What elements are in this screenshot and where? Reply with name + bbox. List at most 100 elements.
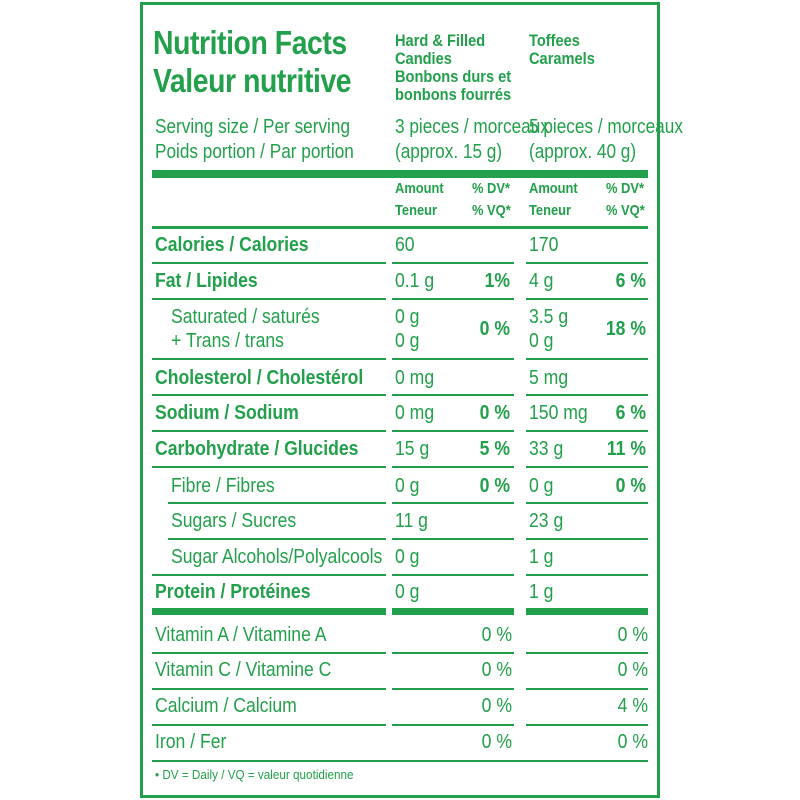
- row-divider: [392, 262, 514, 264]
- row-divider: [392, 574, 514, 576]
- vitamin-label: Vitamin C / Vitamine C: [155, 659, 332, 681]
- row-divider: [152, 574, 386, 576]
- row-divider: [152, 430, 386, 432]
- column-2-amount: 23 g: [529, 510, 564, 532]
- row-divider: [152, 760, 648, 762]
- column-1-amount: 0 g: [395, 546, 420, 568]
- row-divider: [526, 502, 648, 504]
- row-divider: [152, 466, 386, 468]
- row-divider: [526, 688, 648, 690]
- column-1-heading-line: Candies: [395, 49, 452, 68]
- column-2-amount: 0 g: [529, 475, 554, 497]
- column-2-serving-approx: (approx. 40 g): [529, 141, 637, 163]
- column-1-dv: 0 %: [481, 731, 512, 753]
- column-2-amount-secondary: 0 g: [529, 330, 554, 352]
- column-1-amount: 0 g: [395, 306, 420, 328]
- row-divider: [526, 652, 648, 654]
- row-divider: [526, 574, 648, 576]
- column-2-amount: 170: [529, 234, 559, 256]
- vitamin-label: Vitamin A / Vitamine A: [155, 624, 327, 646]
- column-1-amount: 11 g: [395, 510, 428, 532]
- column-1-amount: 0 g: [395, 581, 420, 603]
- column-2-dv: 4 %: [617, 695, 648, 717]
- nutrient-label: Sodium / Sodium: [155, 402, 299, 424]
- column-1-dv: 1%: [484, 270, 510, 292]
- column-2-amount: 1 g: [529, 581, 554, 603]
- row-divider: [526, 724, 648, 726]
- row-divider: [152, 394, 386, 396]
- column-1-amount-label: Amount: [395, 180, 444, 197]
- thick-rule-vitamins: [392, 608, 514, 615]
- column-2-dv: 11 %: [606, 438, 646, 460]
- column-1-amount: 0 mg: [395, 402, 435, 424]
- footnote: • DV = Daily / VQ = valeur quotidienne: [155, 767, 354, 782]
- column-1-heading: Hard & Filled Candies Bonbons durs et bo…: [395, 32, 511, 104]
- column-2-dv: 0 %: [617, 659, 648, 681]
- column-2-heading-line: Toffees: [529, 31, 580, 50]
- column-1-amount: 60: [395, 234, 415, 256]
- nutrition-label-frame: [140, 2, 660, 798]
- column-2-dv: 18 %: [605, 318, 646, 340]
- title-fr: Valeur nutritive: [153, 62, 352, 99]
- column-2-dv: 6 %: [615, 270, 646, 292]
- column-1-amount-label-fr: Teneur: [395, 202, 438, 219]
- row-divider: [526, 394, 648, 396]
- thick-rule-vitamins: [152, 608, 386, 615]
- thick-rule: [152, 170, 648, 178]
- serving-label-fr: Poids portion / Par portion: [155, 141, 354, 163]
- column-2-amount: 5 mg: [529, 367, 569, 389]
- nutrient-label-secondary: + Trans / trans: [171, 330, 284, 352]
- column-1-amount: 0 g: [395, 475, 420, 497]
- row-divider: [168, 502, 386, 504]
- row-divider: [392, 358, 514, 360]
- column-2-amount-label: Amount: [529, 180, 578, 197]
- column-1-dv: 0 %: [481, 659, 512, 681]
- column-2-heading: Toffees Caramels: [529, 32, 595, 68]
- column-2-amount: 150 mg: [529, 402, 588, 424]
- nutrient-label: Sugar Alcohols/Polyalcools: [171, 546, 383, 568]
- column-1-heading-line: bonbons fourrés: [395, 85, 512, 104]
- row-divider: [526, 430, 648, 432]
- title-en: Nutrition Facts: [153, 24, 347, 61]
- column-2-dv: 6 %: [615, 402, 646, 424]
- row-divider: [152, 298, 386, 300]
- nutrient-label: Sugars / Sucres: [171, 510, 297, 532]
- row-divider: [392, 652, 514, 654]
- column-1-dv: 5 %: [479, 438, 510, 460]
- column-2-dv: 0 %: [615, 475, 646, 497]
- nutrient-label: Carbohydrate / Glucides: [155, 438, 359, 460]
- row-divider: [152, 688, 386, 690]
- column-2-amount: 33 g: [529, 438, 564, 460]
- row-divider: [392, 724, 514, 726]
- column-1-amount: 0.1 g: [395, 270, 435, 292]
- column-2-amount: 4 g: [529, 270, 554, 292]
- column-1-amount-secondary: 0 g: [395, 330, 420, 352]
- column-1-dv: 0 %: [479, 318, 510, 340]
- row-divider: [526, 262, 648, 264]
- column-1-amount: 0 mg: [395, 367, 435, 389]
- thick-rule-vitamins: [526, 608, 648, 615]
- serving-label-en: Serving size / Per serving: [155, 116, 351, 138]
- column-2-vq-label: % VQ*: [606, 202, 645, 219]
- row-divider: [392, 502, 514, 504]
- row-divider: [152, 262, 386, 264]
- header-rule: [152, 226, 648, 229]
- column-1-dv: 0 %: [479, 402, 510, 424]
- nutrient-label: Cholesterol / Cholestérol: [155, 367, 364, 389]
- nutrient-label: Protein / Protéines: [155, 581, 311, 603]
- nutrient-label: Fat / Lipides: [155, 270, 258, 292]
- column-1-dv: 0 %: [481, 695, 512, 717]
- row-divider: [392, 538, 514, 540]
- column-1-serving: 3 pieces / morceaux: [395, 116, 549, 138]
- row-divider: [152, 652, 386, 654]
- row-divider: [392, 466, 514, 468]
- row-divider: [152, 724, 386, 726]
- column-1-dv: 0 %: [481, 624, 512, 646]
- column-2-dv: 0 %: [617, 731, 648, 753]
- column-2-dv: 0 %: [617, 624, 648, 646]
- column-1-dv: 0 %: [479, 475, 510, 497]
- column-1-serving-approx: (approx. 15 g): [395, 141, 503, 163]
- nutrient-label: Fibre / Fibres: [171, 475, 275, 497]
- column-2-amount: 1 g: [529, 546, 554, 568]
- row-divider: [526, 538, 648, 540]
